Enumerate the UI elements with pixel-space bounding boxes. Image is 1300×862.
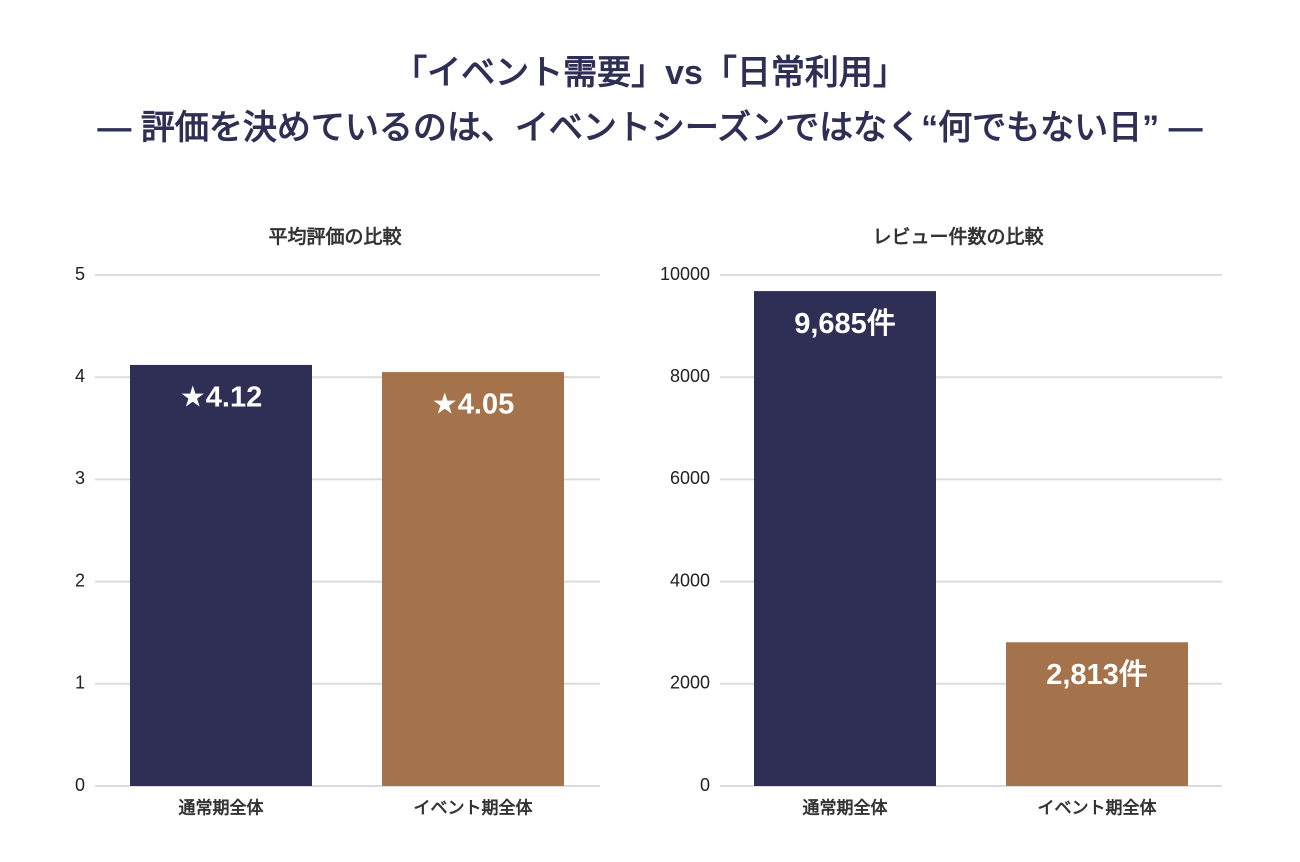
y-tick-label: 4 [75,366,85,386]
y-tick-label: 0 [75,775,85,795]
y-tick-label: 2 [75,570,85,590]
chart-title: 平均評価の比較 [268,225,402,248]
value-label: 2,813件 [1046,658,1148,691]
bar [382,372,564,786]
bar [1006,642,1188,786]
x-tick-label: イベント期全体 [1038,797,1158,817]
x-tick-label: イベント期全体 [414,797,534,817]
y-tick-label: 3 [75,468,85,488]
value-label: ★4.12 [180,382,262,414]
y-tick-label: 5 [75,264,85,284]
y-tick-label: 10000 [660,264,710,284]
bar [754,291,936,786]
main-subtitle: — 評価を決めているのは、イベントシーズンではなく“何でもない日” — [97,108,1202,147]
y-tick-label: 1 [75,673,85,693]
chart-title: レビュー件数の比較 [872,225,1044,248]
value-label: ★4.05 [432,389,514,421]
y-tick-label: 6000 [670,468,710,488]
y-tick-label: 4000 [670,570,710,590]
y-tick-label: 2000 [670,673,710,693]
value-label: 9,685件 [794,307,896,340]
bar [130,364,312,786]
x-tick-label: 通常期全体 [803,797,889,817]
x-tick-label: 通常期全体 [179,797,265,817]
main-title: 「イベント需要」vs「日常利用」 [393,54,907,92]
y-tick-label: 0 [700,775,710,795]
y-tick-label: 8000 [670,366,710,386]
